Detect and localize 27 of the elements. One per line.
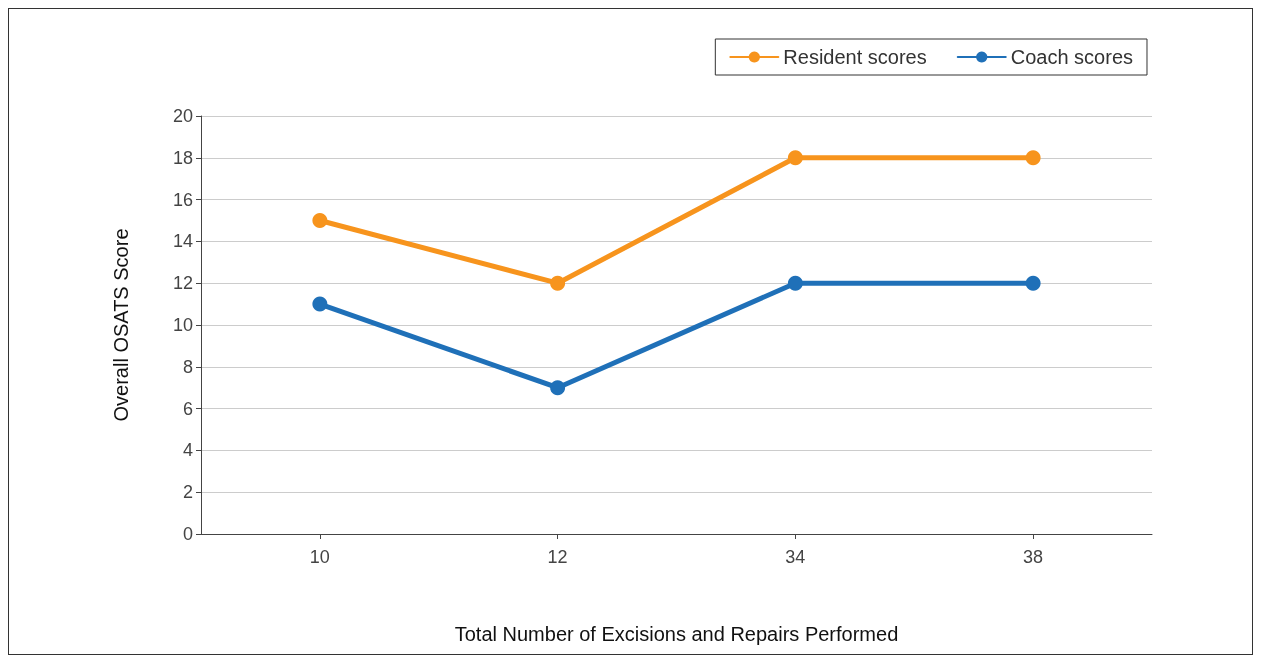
x-tick-label: 34 — [785, 547, 806, 567]
legend-label: Resident scores — [783, 46, 927, 68]
x-tick-label: 10 — [309, 547, 330, 567]
x-axis-title: Total Number of Excisions and Repairs Performed — [454, 623, 899, 645]
point — [787, 150, 803, 166]
point — [787, 275, 803, 291]
y-tick-label: 4 — [182, 440, 193, 461]
point — [1025, 150, 1041, 166]
y-tick-label: 2 — [182, 482, 193, 503]
x-tick-label: 12 — [547, 547, 568, 567]
point — [550, 275, 566, 291]
point — [1025, 275, 1041, 291]
legend-label: Coach scores — [1010, 46, 1134, 68]
y-tick-label: 0 — [182, 524, 193, 544]
y-tick-label: 16 — [172, 189, 193, 210]
point — [312, 213, 328, 228]
y-tick-label: 6 — [182, 398, 193, 419]
y-tick-label: 10 — [172, 315, 193, 335]
y-tick-label: 18 — [172, 147, 193, 168]
point — [550, 380, 566, 396]
y-tick-label: 12 — [172, 273, 193, 294]
y-tick-label: 14 — [172, 231, 193, 252]
y-tick-label: 20 — [172, 106, 193, 126]
point — [312, 296, 328, 312]
y-tick-label: 8 — [182, 356, 193, 377]
x-tick-label: 38 — [1023, 547, 1044, 567]
y-axis-title: Overall OSATS Score — [110, 228, 132, 422]
